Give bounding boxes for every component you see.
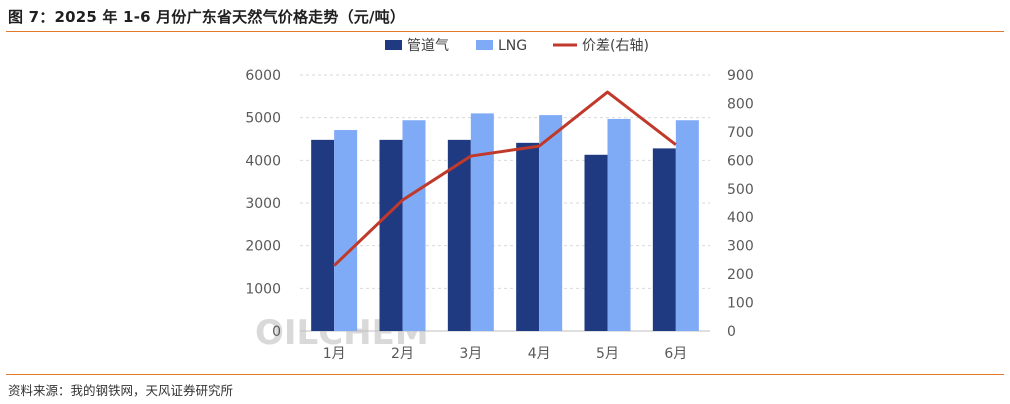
gridlines	[300, 74, 710, 332]
legend-swatch	[476, 40, 493, 50]
x-axis-ticks: 1月 2月 3月 4月 5月 6月	[323, 346, 688, 362]
lng-bar	[539, 115, 563, 332]
legend-swatch	[385, 40, 402, 50]
legend-label: 价差(右轴)	[582, 38, 649, 54]
x-tick-label: 1月	[323, 346, 346, 362]
right-tick-label: 700	[727, 125, 754, 141]
pipeline-bar	[447, 139, 471, 331]
left-axis-ticks: 0 1000 2000 3000 4000 5000 6000	[245, 68, 281, 340]
left-tick-label: 6000	[245, 68, 281, 84]
right-tick-label: 100	[727, 296, 754, 312]
top-divider	[6, 31, 1004, 32]
x-tick-label: 4月	[528, 346, 551, 362]
left-tick-label: 2000	[245, 239, 281, 255]
lng-bar	[402, 120, 426, 331]
lng-bar	[675, 120, 699, 331]
right-tick-label: 900	[727, 68, 754, 84]
x-tick-label: 3月	[459, 346, 482, 362]
left-tick-label: 1000	[245, 281, 281, 297]
right-axis-ticks: 0 100 200 300 400 500 600 700 800 900	[727, 68, 754, 340]
chart-title: 图 7：2025 年 1-6 月份广东省天然气价格走势（元/吨）	[8, 8, 406, 26]
x-tick-label: 6月	[664, 346, 687, 362]
lng-bar	[470, 113, 494, 332]
left-tick-label: 3000	[245, 196, 281, 212]
spread-line	[333, 90, 677, 267]
bottom-divider	[6, 374, 1004, 375]
x-tick-label: 2月	[391, 346, 414, 362]
lng-bar	[334, 130, 358, 331]
left-tick-label: 4000	[245, 153, 281, 169]
legend: 管道气 LNG 价差(右轴)	[385, 38, 649, 54]
source-note: 资料来源：我的钢铁网，天风证券研究所	[8, 383, 234, 398]
left-tick-label: 5000	[245, 111, 281, 127]
pipeline-bar	[379, 139, 403, 331]
right-tick-label: 200	[727, 267, 754, 283]
spread-polyline	[333, 90, 677, 267]
pipeline-bar	[584, 154, 608, 331]
legend-label: 管道气	[407, 38, 449, 54]
bars	[311, 113, 699, 332]
right-tick-label: 0	[727, 324, 736, 340]
right-tick-label: 500	[727, 182, 754, 198]
right-tick-label: 400	[727, 210, 754, 226]
x-tick-label: 5月	[596, 346, 619, 362]
left-tick-label: 0	[272, 324, 281, 340]
pipeline-bar	[311, 139, 335, 331]
pipeline-bar	[652, 148, 676, 331]
right-tick-label: 300	[727, 239, 754, 255]
right-tick-label: 800	[727, 96, 754, 112]
legend-label: LNG	[498, 38, 527, 54]
pipeline-bar	[516, 142, 540, 331]
lng-bar	[607, 118, 631, 332]
right-tick-label: 600	[727, 153, 754, 169]
